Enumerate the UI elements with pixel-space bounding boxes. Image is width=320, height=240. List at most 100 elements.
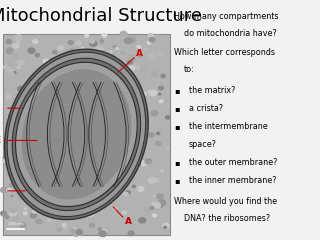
- Circle shape: [46, 68, 49, 70]
- Circle shape: [19, 198, 21, 200]
- FancyArrowPatch shape: [29, 83, 42, 186]
- Text: to:: to:: [184, 65, 195, 74]
- FancyArrowPatch shape: [114, 83, 126, 186]
- Circle shape: [60, 108, 66, 112]
- Circle shape: [100, 40, 103, 42]
- Circle shape: [120, 64, 126, 68]
- Circle shape: [117, 164, 122, 168]
- Circle shape: [152, 202, 156, 205]
- Circle shape: [3, 160, 7, 163]
- Circle shape: [30, 213, 36, 218]
- Circle shape: [3, 154, 11, 160]
- FancyArrowPatch shape: [52, 83, 64, 186]
- Circle shape: [149, 37, 155, 42]
- Circle shape: [138, 46, 141, 48]
- Circle shape: [90, 40, 94, 43]
- Circle shape: [165, 116, 170, 119]
- Circle shape: [7, 188, 11, 192]
- Circle shape: [113, 85, 120, 90]
- Text: Which letter corresponds: Which letter corresponds: [174, 48, 276, 57]
- Circle shape: [157, 194, 163, 199]
- Circle shape: [97, 201, 100, 203]
- Text: ▪: ▪: [174, 158, 180, 168]
- Circle shape: [161, 170, 164, 172]
- Circle shape: [86, 83, 91, 85]
- Circle shape: [56, 202, 59, 204]
- Circle shape: [11, 57, 17, 62]
- Ellipse shape: [4, 49, 148, 220]
- Circle shape: [159, 100, 163, 103]
- Circle shape: [90, 41, 97, 46]
- Circle shape: [61, 192, 66, 195]
- Circle shape: [158, 204, 163, 207]
- Circle shape: [76, 230, 83, 234]
- Circle shape: [79, 233, 82, 235]
- Circle shape: [120, 158, 123, 160]
- Text: the matrix?: the matrix?: [189, 86, 235, 96]
- Circle shape: [50, 202, 56, 206]
- Circle shape: [7, 48, 13, 53]
- FancyArrowPatch shape: [70, 83, 83, 186]
- Circle shape: [77, 64, 83, 68]
- Circle shape: [87, 212, 93, 217]
- Circle shape: [134, 65, 140, 69]
- Circle shape: [4, 65, 11, 70]
- FancyArrowPatch shape: [89, 83, 101, 186]
- Text: ▪: ▪: [174, 104, 180, 114]
- Text: the outer membrane?: the outer membrane?: [189, 158, 277, 168]
- Circle shape: [72, 228, 76, 231]
- Circle shape: [148, 53, 156, 58]
- Circle shape: [132, 43, 135, 46]
- Circle shape: [74, 138, 81, 143]
- Circle shape: [60, 119, 64, 122]
- Circle shape: [87, 89, 93, 94]
- Circle shape: [77, 125, 83, 129]
- Circle shape: [17, 41, 20, 43]
- FancyArrowPatch shape: [72, 83, 85, 186]
- Circle shape: [68, 41, 73, 44]
- FancyArrowPatch shape: [54, 83, 67, 186]
- Circle shape: [154, 178, 159, 182]
- Circle shape: [109, 51, 112, 53]
- FancyArrowPatch shape: [68, 83, 80, 186]
- Circle shape: [113, 46, 116, 48]
- Text: A: A: [136, 49, 143, 58]
- Circle shape: [76, 75, 83, 79]
- Circle shape: [129, 55, 136, 60]
- Circle shape: [102, 33, 107, 37]
- Circle shape: [48, 219, 51, 221]
- Circle shape: [41, 168, 47, 172]
- Circle shape: [89, 183, 92, 186]
- Circle shape: [76, 210, 81, 214]
- Circle shape: [99, 231, 106, 237]
- FancyArrowPatch shape: [47, 83, 60, 186]
- Circle shape: [112, 102, 114, 104]
- Circle shape: [43, 59, 49, 64]
- Circle shape: [55, 197, 60, 201]
- Circle shape: [158, 200, 166, 206]
- Circle shape: [28, 119, 34, 124]
- Circle shape: [158, 51, 163, 55]
- Circle shape: [71, 157, 78, 162]
- Circle shape: [153, 194, 156, 197]
- Circle shape: [27, 85, 34, 90]
- Circle shape: [42, 188, 45, 191]
- Circle shape: [150, 207, 154, 209]
- Circle shape: [62, 84, 67, 88]
- Circle shape: [152, 72, 158, 77]
- Circle shape: [72, 162, 76, 165]
- Circle shape: [156, 35, 159, 38]
- Circle shape: [132, 185, 135, 187]
- Circle shape: [20, 185, 27, 191]
- Circle shape: [147, 41, 151, 44]
- Circle shape: [114, 208, 116, 210]
- Circle shape: [163, 178, 166, 180]
- Circle shape: [56, 93, 60, 96]
- Circle shape: [148, 34, 154, 38]
- Circle shape: [113, 184, 115, 186]
- Circle shape: [99, 231, 106, 236]
- Circle shape: [9, 210, 16, 216]
- Circle shape: [85, 34, 89, 37]
- Circle shape: [127, 157, 133, 162]
- Circle shape: [70, 177, 74, 180]
